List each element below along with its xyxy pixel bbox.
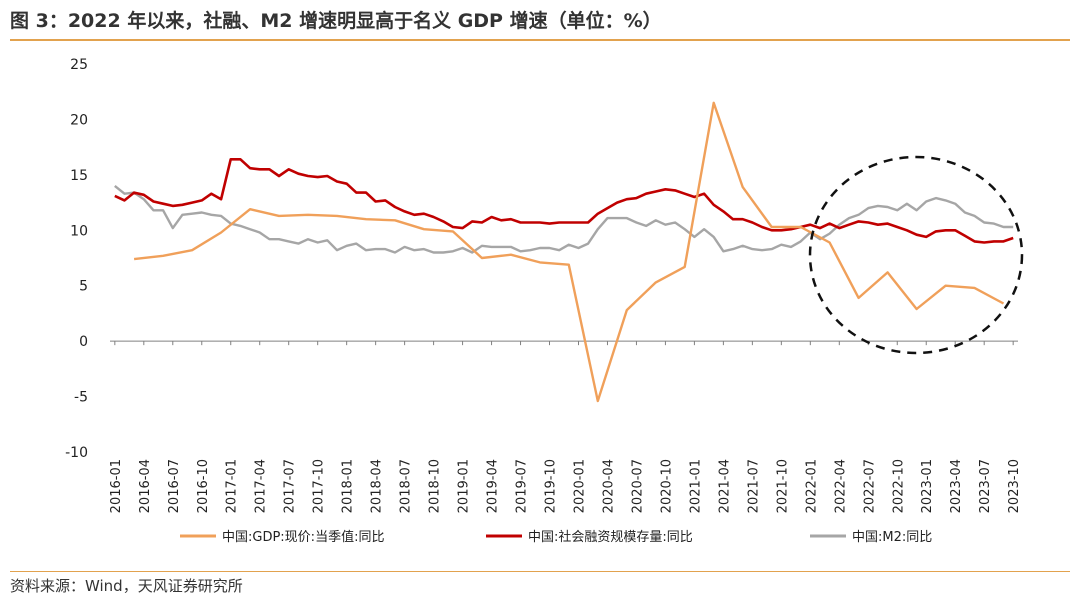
- x-tick-label: 2020-07: [630, 459, 645, 513]
- y-tick-label: 15: [70, 168, 88, 184]
- x-tick-label: 2017-04: [254, 459, 269, 513]
- x-tick-label: 2022-07: [862, 459, 877, 513]
- x-tick-label: 2023-01: [920, 459, 935, 513]
- x-tick-label: 2020-04: [601, 459, 616, 513]
- x-tick-label: 2022-04: [833, 459, 848, 513]
- x-tick-label: 2019-04: [486, 459, 501, 513]
- y-axis-tick-labels: -10 -5 0 5 10 15 20 25: [65, 57, 88, 461]
- y-tick-label: 25: [70, 57, 88, 73]
- y-tick-label: 10: [70, 223, 88, 239]
- x-tick-label: 2020-10: [659, 459, 674, 513]
- x-tick-label: 2016-01: [109, 459, 124, 513]
- title-divider: [10, 39, 1070, 41]
- legend-item-gdp: 中国:GDP:现价:当季值:同比: [180, 529, 384, 545]
- y-tick-label: 5: [79, 279, 88, 295]
- x-tick-label: 2021-04: [717, 459, 732, 513]
- legend-label: 中国:GDP:现价:当季值:同比: [222, 529, 384, 545]
- y-tick-label: 20: [70, 112, 88, 128]
- x-tick-label: 2016-07: [167, 459, 182, 513]
- series-line-m2: [114, 184, 1014, 254]
- x-tick-label: 2016-04: [138, 459, 153, 513]
- x-tick-label: 2018-04: [370, 459, 385, 513]
- x-tick-label: 2023-07: [978, 459, 993, 513]
- x-tick-label: 2019-10: [544, 459, 559, 513]
- x-tick-label: 2018-07: [399, 459, 414, 513]
- x-tick-label: 2016-10: [196, 459, 211, 513]
- x-tick-label: 2018-10: [428, 459, 443, 513]
- x-axis-tick-labels: 2016-01 2016-04 2016-07 2016-10 2017-01 2017-…: [109, 459, 1022, 513]
- legend: 中国:GDP:现价:当季值:同比 中国:社会融资规模存量:同比 中国:M2:同比: [180, 529, 932, 545]
- x-tick-label: 2017-10: [312, 459, 327, 513]
- x-tick-label: 2020-01: [572, 459, 587, 513]
- x-tick-label: 2018-01: [341, 459, 356, 513]
- x-tick-label: 2021-01: [688, 459, 703, 513]
- x-tick-label: 2019-07: [515, 459, 530, 513]
- series-lines: [114, 101, 1014, 403]
- dashed-highlight-circle: [808, 155, 1024, 355]
- x-tick-label: 2017-07: [283, 459, 298, 513]
- x-tick-label: 2023-10: [1007, 459, 1022, 513]
- x-tick-label: 2021-10: [775, 459, 790, 513]
- x-tick-label: 2023-04: [949, 459, 964, 513]
- legend-label: 中国:社会融资规模存量:同比: [528, 529, 693, 545]
- x-tick-label: 2022-01: [804, 459, 819, 513]
- series-line-tsf: [114, 158, 1014, 244]
- axes: [110, 340, 1018, 346]
- series-line-gdp: [133, 101, 1005, 403]
- x-tick-label: 2022-10: [891, 459, 906, 513]
- y-tick-label: -5: [74, 390, 88, 406]
- figure-title: 图 3：2022 年以来，社融、M2 增速明显高于名义 GDP 增速（单位：%）: [10, 10, 662, 32]
- source-divider: [10, 571, 1070, 572]
- x-tick-label: 2021-07: [746, 459, 761, 513]
- y-tick-label: 0: [79, 334, 88, 350]
- legend-label: 中国:M2:同比: [852, 530, 932, 545]
- source-note: 资料来源：Wind，天风证券研究所: [10, 577, 243, 595]
- x-tick-label: 2017-01: [225, 459, 240, 513]
- x-tick-label: 2019-01: [457, 459, 472, 513]
- y-tick-label: -10: [65, 445, 88, 461]
- legend-item-tsf: 中国:社会融资规模存量:同比: [486, 529, 693, 545]
- legend-item-m2: 中国:M2:同比: [810, 530, 932, 545]
